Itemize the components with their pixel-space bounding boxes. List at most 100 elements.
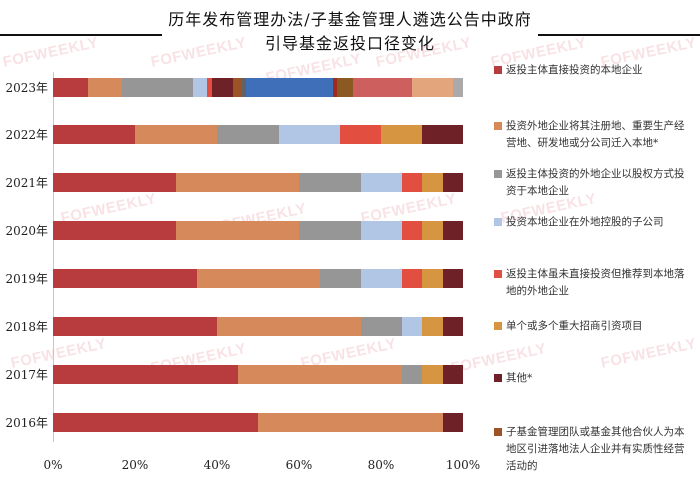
bar-segment (401, 317, 422, 336)
legend-swatch-icon (494, 218, 502, 226)
bar-segment (53, 413, 258, 432)
bar-segment (360, 269, 402, 288)
legend-item: 返投主体直接投资的本地企业 (494, 62, 694, 79)
x-tick-label: 80% (367, 458, 395, 472)
legend-item: 单个或多个重大招商引资项目 (494, 318, 694, 335)
legend-swatch-icon (494, 374, 502, 382)
bar-segment (135, 125, 217, 144)
category-label: 2018年 (5, 320, 48, 334)
bar-segment (176, 173, 299, 192)
legend-label: 返投主体虽未直接投资但推荐到本地落地的外地企业 (506, 268, 685, 297)
bar-segment (442, 317, 463, 336)
legend-swatch-icon (494, 170, 502, 178)
legend-label: 单个或多个重大招商引资项目 (506, 320, 643, 332)
category-label: 2017年 (5, 368, 48, 382)
legend-item: 投资本地企业在外地控股的子公司 (494, 214, 694, 231)
bar-segment (422, 173, 443, 192)
y-axis-line (53, 72, 54, 442)
bar-segment (442, 365, 463, 384)
category-label: 2019年 (5, 272, 48, 286)
bar-segment (232, 78, 243, 97)
bar-segment (242, 78, 247, 97)
legend-swatch-icon (494, 270, 502, 278)
x-tick-label: 40% (203, 458, 231, 472)
bar-segment (53, 125, 135, 144)
bar-segment (332, 78, 338, 97)
bar-segment (442, 221, 463, 240)
x-tick-label: 60% (285, 458, 313, 472)
category-label: 2023年 (5, 81, 48, 95)
bar-segment (442, 269, 463, 288)
bar-segment (401, 221, 422, 240)
chart-title-line1: 历年发布管理办法/子基金管理人遴选公告中政府 (168, 10, 532, 29)
stacked-bar (53, 173, 463, 192)
bar-segment (87, 78, 122, 97)
bar-segment (53, 317, 217, 336)
stacked-bar (53, 125, 463, 144)
bar-segment (258, 413, 443, 432)
bar-segment (53, 78, 88, 97)
legend-item: 返投主体投资的外地企业以股权方式投资于本地企业 (494, 166, 694, 200)
legend-label: 其他* (506, 372, 533, 384)
bar-segment (442, 413, 463, 432)
bar-segment (211, 78, 233, 97)
stacked-bar (53, 78, 463, 97)
chart-title: 历年发布管理办法/子基金管理人遴选公告中政府 引导基金返投口径变化 (160, 8, 540, 56)
bar-segment (422, 365, 443, 384)
bar-segment (422, 125, 463, 144)
bar-segment (337, 78, 353, 97)
legend-item: 子基金管理团队或基金其他合伙人为本地区引进落地法人企业并有实质性经营活动的 (494, 424, 694, 475)
bar-segment (217, 317, 361, 336)
x-tick-label: 20% (121, 458, 149, 472)
watermark-text: FOFWEEKLY (599, 335, 699, 372)
x-tick-label: 0% (43, 458, 63, 472)
stacked-bar (53, 221, 463, 240)
bar-segment (412, 78, 453, 97)
bar-segment (196, 269, 320, 288)
bar-segment (53, 221, 176, 240)
category-label: 2016年 (5, 416, 48, 430)
legend-swatch-icon (494, 66, 502, 74)
bar-segment (401, 365, 422, 384)
stacked-bar (53, 413, 463, 432)
bar-segment (401, 269, 422, 288)
legend-label: 子基金管理团队或基金其他合伙人为本地区引进落地法人企业并有实质性经营活动的 (506, 426, 685, 472)
category-label: 2022年 (5, 128, 48, 142)
title-rule-right (538, 34, 700, 36)
bar-segment (401, 173, 422, 192)
bar-segment (192, 78, 207, 97)
bar-segment (299, 173, 361, 192)
category-label: 2021年 (5, 176, 48, 190)
legend-item: 返投主体虽未直接投资但推荐到本地落地的外地企业 (494, 266, 694, 300)
legend-item: 其他* (494, 370, 694, 387)
title-rule-left (0, 34, 162, 36)
bar-segment (53, 173, 176, 192)
legend-swatch-icon (494, 122, 502, 130)
bar-segment (206, 78, 212, 97)
stacked-bar (53, 365, 463, 384)
bar-segment (237, 365, 402, 384)
bar-segment (360, 317, 402, 336)
watermark-text: FOFWEEKLY (1, 34, 101, 71)
bar-segment (53, 269, 197, 288)
bar-segment (299, 221, 361, 240)
legend-label: 返投主体投资的外地企业以股权方式投资于本地企业 (506, 168, 685, 197)
bar-segment (176, 221, 299, 240)
bar-segment (319, 269, 361, 288)
category-label: 2020年 (5, 224, 48, 238)
bar-segment (422, 221, 443, 240)
legend-swatch-icon (494, 428, 502, 436)
bar-segment (442, 173, 463, 192)
legend-label: 投资本地企业在外地控股的子公司 (506, 216, 664, 228)
legend-label: 返投主体直接投资的本地企业 (506, 64, 643, 76)
bar-segment (121, 78, 193, 97)
bar-segment (340, 125, 381, 144)
bar-segment (217, 125, 279, 144)
legend-label: 投资外地企业将其注册地、重要生产经营地、研发地或分公司迁入本地* (506, 120, 685, 149)
bar-segment (452, 78, 463, 97)
chart-title-line2: 引导基金返投口径变化 (264, 34, 435, 53)
bar-segment (278, 125, 340, 144)
bar-segment (53, 365, 238, 384)
x-tick-label: 100% (445, 458, 481, 472)
bar-segment (352, 78, 413, 97)
